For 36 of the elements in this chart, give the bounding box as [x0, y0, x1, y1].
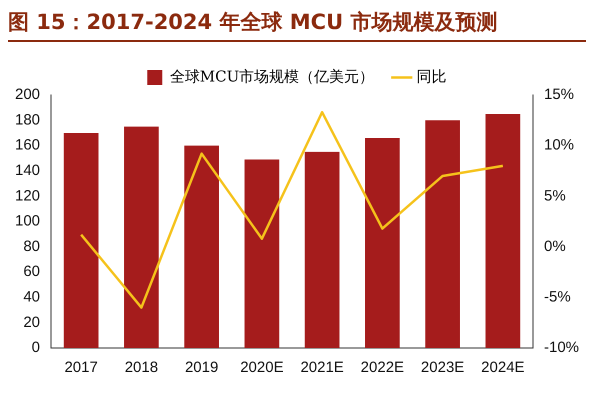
y-tick-label: 20 [23, 314, 40, 331]
x-tick-label: 2018 [124, 359, 158, 376]
bar [425, 120, 460, 348]
bar [486, 114, 520, 348]
y2-tick-label: -10% [544, 339, 580, 356]
y2-tick-label: 15% [544, 86, 574, 104]
x-tick-label: 2019 [184, 359, 218, 376]
y-tick-label: 40 [23, 288, 40, 306]
y2-tick-label: -5% [544, 288, 571, 306]
x-tick-label: 2022E [360, 359, 404, 376]
y2-tick-label: 10% [544, 136, 574, 154]
bar [365, 138, 400, 348]
y-tick-label: 160 [14, 136, 40, 154]
bar [124, 126, 159, 348]
bar [304, 152, 340, 348]
bar [244, 160, 280, 348]
legend-label: 全球MCU市场规模（亿美元） [170, 67, 374, 86]
y-tick-label: 200 [14, 86, 40, 104]
y-tick-label: 140 [14, 162, 40, 180]
legend-label: 同比 [416, 67, 447, 86]
y2-tick-label: 5% [544, 187, 566, 204]
bar [64, 132, 98, 348]
x-tick-label: 2021E [300, 359, 344, 376]
x-tick-label: 2017 [64, 359, 98, 376]
chart-title: 图 15：2017-2024 年全球 MCU 市场规模及预测 [8, 8, 586, 42]
y-tick-label: 180 [14, 111, 40, 128]
y-tick-label: 80 [23, 238, 40, 255]
y-tick-label: 120 [14, 187, 40, 204]
y-tick-label: 0 [32, 339, 40, 356]
y-tick-label: 60 [23, 263, 40, 280]
x-tick-label: 2023E [420, 359, 464, 376]
x-tick-label: 2024E [481, 359, 525, 376]
bar [184, 146, 219, 348]
y-tick-label: 100 [14, 212, 40, 230]
x-tick-label: 2020E [240, 359, 284, 376]
y2-tick-label: 0% [544, 238, 566, 255]
